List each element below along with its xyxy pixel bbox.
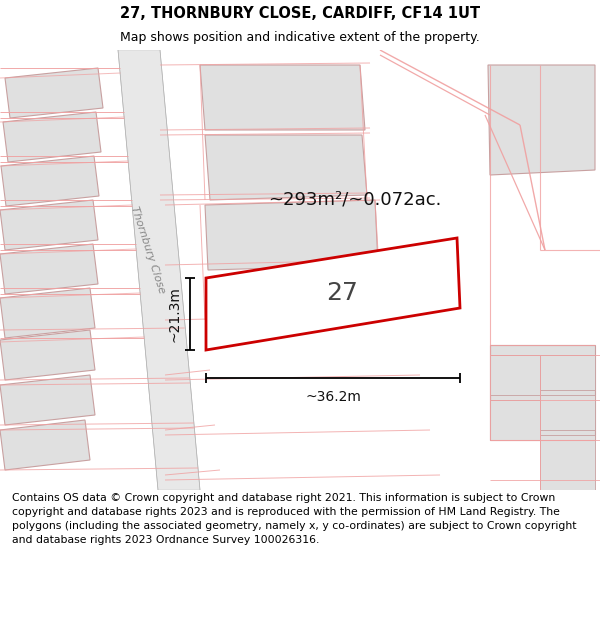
- Polygon shape: [118, 50, 200, 490]
- Text: Contains OS data © Crown copyright and database right 2021. This information is : Contains OS data © Crown copyright and d…: [12, 492, 577, 545]
- Polygon shape: [490, 345, 595, 440]
- Polygon shape: [205, 135, 367, 200]
- Polygon shape: [540, 435, 595, 490]
- Polygon shape: [1, 156, 99, 206]
- Text: 27: 27: [326, 281, 358, 306]
- Polygon shape: [5, 68, 103, 118]
- Text: 27, THORNBURY CLOSE, CARDIFF, CF14 1UT: 27, THORNBURY CLOSE, CARDIFF, CF14 1UT: [120, 6, 480, 21]
- Polygon shape: [490, 355, 540, 395]
- Polygon shape: [0, 200, 98, 250]
- Polygon shape: [3, 112, 101, 162]
- Polygon shape: [206, 238, 460, 350]
- Polygon shape: [205, 200, 378, 270]
- Polygon shape: [200, 65, 365, 130]
- Text: Thornbury Close: Thornbury Close: [129, 205, 167, 295]
- Polygon shape: [540, 355, 595, 390]
- Text: Map shows position and indicative extent of the property.: Map shows position and indicative extent…: [120, 31, 480, 44]
- Polygon shape: [0, 420, 90, 470]
- Polygon shape: [488, 65, 595, 175]
- Polygon shape: [540, 395, 595, 430]
- Polygon shape: [0, 288, 95, 338]
- Text: ~293m²/~0.072ac.: ~293m²/~0.072ac.: [268, 191, 442, 209]
- Polygon shape: [0, 375, 95, 425]
- Polygon shape: [0, 330, 95, 380]
- Polygon shape: [0, 244, 98, 294]
- Text: ~36.2m: ~36.2m: [305, 390, 361, 404]
- Text: ~21.3m: ~21.3m: [168, 286, 182, 342]
- Polygon shape: [490, 400, 540, 440]
